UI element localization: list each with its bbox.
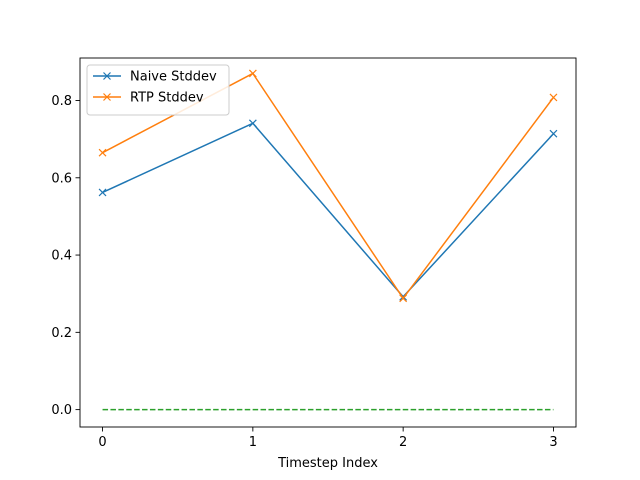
data-point-0-1 (248, 119, 257, 128)
series-layer (98, 69, 558, 411)
legend: Naive Stddev RTP Stddev (86, 64, 230, 116)
legend-entry-1: RTP Stddev (93, 91, 204, 106)
y-tick-label-2: 0.4 (51, 249, 72, 264)
data-point-0-0 (98, 188, 107, 197)
y-axis-ticks: 0.0 0.2 0.4 0.6 0.8 (51, 94, 80, 418)
legend-label-1: RTP Stddev (130, 91, 204, 106)
data-point-1-2 (399, 294, 408, 303)
y-tick-label-3: 0.6 (51, 171, 72, 186)
legend-box (86, 64, 230, 116)
x-tick-label-0: 0 (98, 435, 106, 450)
y-tick-label-1: 0.2 (51, 326, 72, 341)
x-axis-label: Timestep Index (277, 456, 378, 471)
x-tick-label-1: 1 (249, 435, 257, 450)
data-point-1-0 (98, 148, 107, 157)
data-point-0-3 (549, 129, 558, 138)
legend-marker-0 (103, 72, 111, 80)
axes-frame (79, 57, 577, 428)
data-point-1-3 (549, 93, 558, 102)
legend-entry-0: Naive Stddev (93, 70, 217, 85)
legend-label-0: Naive Stddev (130, 70, 217, 85)
x-tick-label-3: 3 (549, 435, 557, 450)
axes-spines (79, 57, 577, 428)
plot-area (80, 58, 576, 427)
data-point-1-1 (248, 69, 257, 78)
series-line-0 (102, 122, 555, 298)
legend-marker-1 (103, 93, 111, 101)
x-axis-ticks: 0 1 2 3 (98, 427, 558, 450)
x-tick-label-2: 2 (399, 435, 407, 450)
y-tick-label-4: 0.8 (51, 94, 72, 109)
y-tick-label-0: 0.0 (51, 403, 72, 418)
